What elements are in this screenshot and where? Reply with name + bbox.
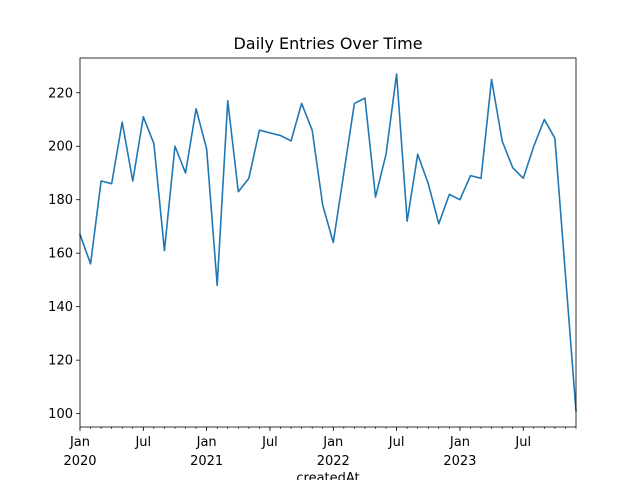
x-tick-label: Jul: [134, 435, 151, 450]
x-tick-year-label: 2023: [443, 454, 476, 469]
plot-frame: [79, 57, 577, 428]
y-tick-label: 160: [48, 247, 73, 262]
y-tick-label: 140: [48, 300, 73, 315]
axis-ticks: 100 120 140 160 180 200 220 Jan 2020 Jul Jan 2021 Ju…: [48, 86, 577, 469]
y-tick-label: 120: [48, 354, 73, 369]
x-tick-label: Jan: [69, 435, 90, 450]
x-tick-year-label: 2022: [317, 454, 350, 469]
y-tick-label: 220: [48, 86, 73, 101]
x-tick-label: Jul: [514, 435, 531, 450]
series-line: [78, 73, 577, 412]
series-group: [78, 73, 577, 412]
x-tick-year-label: 2020: [63, 454, 96, 469]
y-tick-label: 100: [48, 407, 73, 422]
x-tick-year-label: 2021: [190, 454, 223, 469]
x-tick-label: Jul: [388, 435, 405, 450]
x-tick-label: Jan: [196, 435, 217, 450]
y-tick-label: 180: [48, 193, 73, 208]
y-tick-label: 200: [48, 140, 73, 155]
chart-title: Daily Entries Over Time: [233, 34, 422, 53]
x-axis-label: createdAt: [296, 471, 359, 480]
x-tick-label: Jul: [261, 435, 278, 450]
x-tick-label: Jan: [449, 435, 470, 450]
x-tick-label: Jan: [322, 435, 343, 450]
